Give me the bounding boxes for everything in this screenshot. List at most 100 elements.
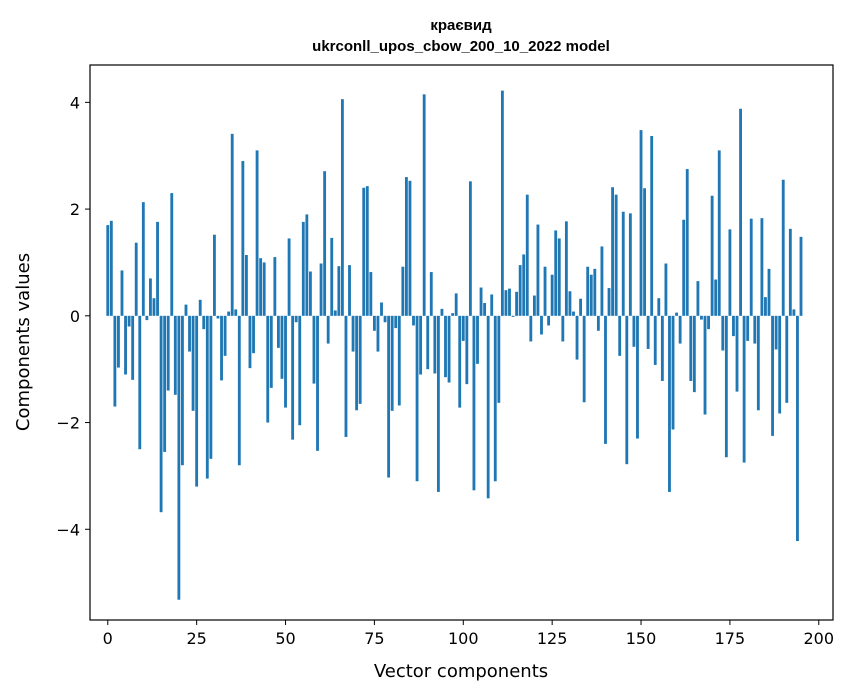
bar — [241, 161, 245, 316]
bar — [600, 246, 604, 316]
bar — [764, 297, 767, 316]
bar — [394, 315, 398, 329]
bar — [703, 315, 707, 415]
bar — [298, 315, 302, 426]
bar — [607, 288, 611, 316]
bar — [479, 287, 483, 316]
bar — [444, 315, 447, 378]
bar — [771, 315, 774, 436]
bar — [767, 268, 771, 316]
bar — [369, 272, 373, 316]
bar — [436, 315, 440, 492]
bar — [547, 315, 551, 326]
bar — [742, 315, 746, 463]
bar — [380, 302, 383, 316]
bar — [106, 225, 110, 316]
bar — [340, 99, 344, 316]
bar — [696, 281, 700, 316]
y-axis-ticks: −4 −2 0 2 4 — [56, 93, 90, 539]
bar — [390, 315, 394, 411]
bar — [134, 242, 138, 316]
bar — [262, 262, 266, 316]
bar — [493, 315, 497, 482]
bar — [397, 315, 401, 406]
bar — [604, 315, 607, 444]
bar — [433, 315, 437, 374]
bar — [145, 315, 149, 321]
bar — [358, 315, 362, 404]
bar — [451, 313, 455, 316]
bar — [454, 293, 458, 316]
bar — [216, 315, 220, 319]
bar — [717, 150, 721, 316]
bar — [461, 315, 465, 341]
bar — [301, 221, 305, 316]
bar — [621, 211, 625, 316]
x-tick-label: 150 — [626, 629, 657, 648]
bar — [181, 315, 184, 466]
bar — [792, 309, 796, 316]
bar — [497, 315, 501, 403]
bar — [131, 315, 135, 380]
x-tick-label: 50 — [275, 629, 295, 648]
bar — [685, 169, 689, 316]
bar — [774, 315, 778, 350]
bar — [458, 315, 462, 408]
bar — [554, 230, 558, 316]
bar — [749, 218, 753, 316]
bar — [220, 315, 223, 381]
bar — [639, 130, 643, 316]
bar — [415, 315, 419, 482]
bar — [643, 188, 646, 316]
x-tick-label: 125 — [537, 629, 568, 648]
bar — [625, 315, 629, 465]
bar — [557, 238, 561, 316]
bar — [543, 266, 547, 316]
bar — [269, 315, 273, 388]
bars-group — [106, 90, 803, 600]
bar — [205, 315, 209, 479]
bar — [579, 298, 583, 316]
bar — [159, 315, 163, 513]
x-axis-label: Vector components — [374, 661, 548, 682]
bar — [724, 315, 728, 458]
y-tick-label: 4 — [70, 93, 80, 112]
bar — [671, 315, 675, 430]
bar — [195, 315, 199, 487]
bar — [170, 193, 174, 316]
bar — [412, 315, 415, 326]
bar — [739, 108, 742, 316]
bar — [276, 315, 280, 348]
bar — [618, 315, 622, 356]
bar — [536, 224, 540, 316]
bar — [163, 315, 167, 452]
bar — [646, 315, 650, 349]
bar — [532, 295, 536, 316]
bar — [582, 315, 586, 403]
bar — [660, 315, 664, 381]
bar — [419, 315, 423, 375]
bar — [550, 274, 554, 316]
bar — [781, 179, 785, 316]
bar — [675, 312, 678, 316]
bar — [198, 299, 202, 316]
bar — [184, 304, 188, 316]
y-tick-label: −2 — [56, 414, 80, 433]
bar — [323, 171, 327, 316]
chart-subtitle: ukrconll_upos_cbow_200_10_2022 model — [312, 38, 610, 55]
bar — [348, 265, 351, 316]
bar — [248, 315, 252, 369]
bar — [141, 202, 145, 316]
bar — [280, 315, 284, 379]
bar — [490, 294, 494, 316]
bar — [589, 274, 593, 316]
bar — [518, 265, 522, 316]
bar — [351, 315, 355, 352]
bar — [710, 195, 714, 316]
bar — [387, 315, 391, 478]
bar — [692, 315, 696, 393]
bar — [756, 315, 760, 411]
bar — [468, 181, 472, 316]
bar — [138, 315, 142, 450]
bar — [707, 315, 710, 330]
